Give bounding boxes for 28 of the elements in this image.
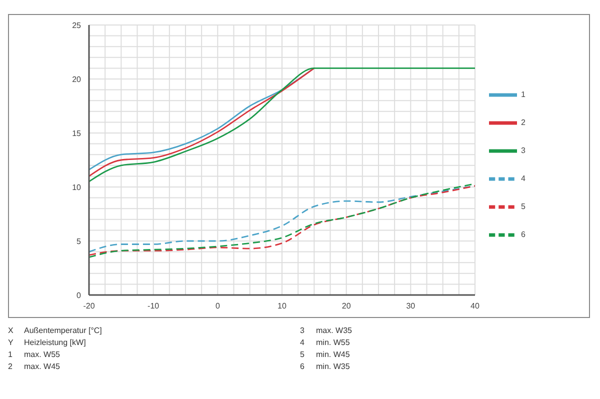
text: 5 min. W45 [300,350,350,359]
y-tick-label: 5 [76,236,82,246]
y-tick-label: 15 [72,128,82,138]
y-tick-label: 0 [76,290,82,300]
legend-label: 3 [521,146,526,156]
x-tick-label: -20 [83,302,96,311]
text: Y Heizleistung [kW] [8,338,86,347]
legend-label: 4 [521,174,526,184]
y-tick-label: 25 [72,20,82,30]
text: 3 max. W35 [300,326,352,335]
text: 6 min. W35 [300,362,350,371]
x-tick-label: 30 [406,302,416,311]
text: 2 max. W45 [8,362,60,371]
x-tick-label: 10 [278,302,287,311]
y-tick-label: 10 [72,182,82,192]
x-tick-label: 40 [470,302,480,311]
line-series [89,68,475,182]
x-tick-label: 20 [342,302,352,311]
legend-label: 1 [521,90,526,100]
y-tick-label: 20 [72,74,82,84]
legend-label: 5 [521,202,526,212]
legend-label: 2 [521,118,526,128]
legend-label: 6 [521,230,526,240]
x-tick-label: 0 [215,302,220,311]
text: 1 max. W55 [8,350,60,359]
text: 4 min. W55 [300,338,350,347]
text: X Außentemperatur [°C] [8,326,102,335]
x-tick-label: -10 [148,302,160,311]
